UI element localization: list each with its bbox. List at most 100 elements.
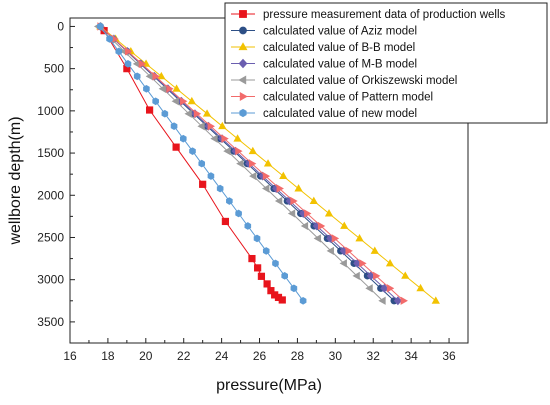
- legend-label: calculated value of Aziz model: [263, 26, 417, 38]
- legend-entry: calculated value of Pattern model: [231, 92, 433, 104]
- data-point: [202, 109, 212, 117]
- series-7: [97, 22, 307, 305]
- x-tick-label: 36: [442, 349, 456, 363]
- data-point: [189, 147, 196, 155]
- data-point: [253, 234, 261, 243]
- data-point: [146, 106, 154, 114]
- data-point: [180, 97, 188, 106]
- legend-entry: calculated value of B-B model: [231, 42, 415, 54]
- data-point: [401, 271, 410, 279]
- y-axis-title: wellbore depth(m): [7, 116, 24, 245]
- data-point: [226, 197, 233, 205]
- legend-marker: [238, 58, 248, 69]
- data-point: [235, 147, 243, 156]
- x-tick-label: 28: [291, 349, 305, 363]
- legend-marker: [239, 26, 247, 35]
- data-point: [300, 221, 309, 231]
- data-point: [184, 109, 192, 118]
- data-point: [326, 246, 334, 256]
- legend-marker: [239, 108, 247, 118]
- legend: pressure measurement data of production …: [224, 2, 548, 124]
- data-point: [124, 47, 133, 56]
- data-point: [262, 247, 270, 255]
- data-point: [161, 109, 169, 118]
- data-point: [299, 296, 307, 305]
- data-point: [274, 196, 283, 206]
- data-point: [248, 146, 257, 155]
- data-point: [278, 296, 286, 304]
- x-tick-label: 32: [367, 349, 381, 363]
- data-point: [248, 254, 256, 263]
- data-point: [170, 122, 178, 131]
- data-point: [198, 159, 206, 168]
- data-point: [187, 96, 196, 105]
- legend-label: calculated value of new model: [263, 108, 417, 120]
- data-point: [290, 196, 298, 206]
- x-tick-label: 34: [404, 349, 418, 363]
- data-point: [331, 234, 340, 243]
- x-tick-label: 24: [215, 349, 229, 363]
- data-point: [279, 171, 288, 180]
- data-point: [378, 296, 386, 305]
- data-point: [317, 221, 326, 231]
- data-point: [263, 280, 271, 288]
- data-point: [244, 222, 252, 230]
- data-point: [352, 271, 360, 280]
- y-tick-label: 1500: [37, 146, 64, 160]
- data-point: [143, 84, 150, 93]
- y-tick-label: 2000: [37, 188, 64, 202]
- data-point: [287, 209, 296, 218]
- data-point: [272, 259, 279, 268]
- data-point: [216, 184, 224, 193]
- data-point: [249, 159, 257, 168]
- data-point: [249, 171, 257, 181]
- data-point: [171, 97, 179, 106]
- legend-label: calculated value of B-B model: [263, 42, 415, 54]
- legend-box: [224, 2, 548, 124]
- data-point: [373, 271, 381, 280]
- data-point: [355, 234, 364, 242]
- y-tick-label: 1000: [37, 104, 64, 118]
- data-point: [179, 134, 187, 143]
- data-point: [400, 296, 408, 305]
- data-point: [158, 84, 166, 93]
- data-point: [393, 296, 402, 306]
- x-tick-label: 22: [177, 349, 191, 363]
- legend-label: calculated value of M-B model: [263, 59, 417, 71]
- y-tick-label: 0: [57, 19, 64, 33]
- series-3: [96, 22, 440, 304]
- data-point: [221, 134, 229, 143]
- data-point: [304, 209, 312, 218]
- legend-entry: pressure measurement data of production …: [231, 9, 506, 21]
- data-point: [340, 221, 349, 229]
- data-point: [345, 246, 353, 256]
- data-point: [221, 217, 230, 226]
- data-point: [157, 71, 166, 80]
- data-point: [281, 272, 288, 280]
- data-point: [152, 97, 159, 106]
- data-point: [207, 172, 215, 180]
- y-tick-label: 2500: [37, 230, 64, 244]
- legend-label: calculated value of Orkiszewski model: [263, 75, 457, 87]
- data-point: [386, 284, 395, 293]
- data-point: [257, 272, 266, 280]
- legend-entry: calculated value of Aziz model: [231, 26, 417, 38]
- data-point: [97, 22, 104, 31]
- legend-marker: [238, 42, 248, 51]
- data-point: [294, 184, 303, 192]
- data-point: [313, 234, 322, 243]
- legend-entry: calculated value of Orkiszewski model: [231, 75, 457, 87]
- data-point: [193, 109, 202, 118]
- data-point: [254, 264, 262, 272]
- y-tick-label: 3500: [37, 315, 64, 329]
- data-point: [309, 196, 318, 204]
- data-point: [385, 258, 395, 267]
- x-tick-label: 16: [63, 349, 77, 363]
- data-point: [172, 143, 180, 151]
- data-point: [263, 159, 273, 167]
- x-axis-title: pressure(MPa): [216, 377, 322, 394]
- data-point: [262, 184, 270, 193]
- data-point: [380, 283, 389, 293]
- data-point: [359, 259, 367, 268]
